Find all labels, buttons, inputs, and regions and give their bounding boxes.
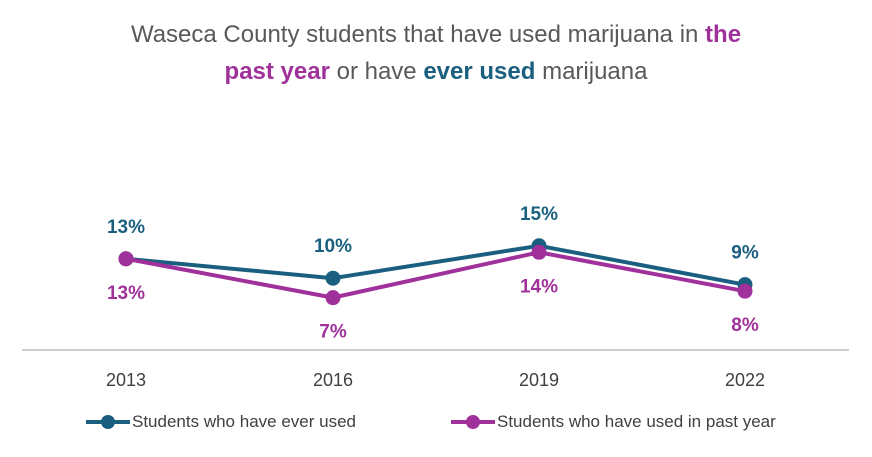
legend-label-ever-used: Students who have ever used [132, 412, 356, 431]
title-highlight-the: the [705, 21, 742, 48]
legend-swatch-ever-used [86, 415, 130, 429]
legend-label-past-year: Students who have used in past year [497, 412, 776, 431]
plot-area: 2013 2016 2019 2022 13% 10% 15% 9% 13% 7% 14% 8% [22, 204, 849, 390]
x-tick-label-2022: 2022 [725, 370, 765, 390]
data-label-ever-2016: 10% [314, 236, 352, 257]
data-point-past-2019 [531, 244, 547, 260]
title-highlight-ever-used: ever used [423, 58, 536, 85]
legend-item-past-year: Students who have used in past year [451, 412, 776, 432]
legend-marker-past-year [466, 415, 480, 429]
series-line-past [124, 250, 747, 300]
title-highlight-past-year: past year [224, 58, 330, 85]
data-point-past-2022 [737, 283, 753, 299]
data-label-ever-2019: 15% [520, 204, 558, 225]
data-point-past-2013 [118, 251, 134, 267]
data-label-ever-2013: 13% [107, 217, 145, 238]
data-label-past-2019: 14% [520, 276, 558, 297]
x-tick-label-2016: 2016 [313, 370, 353, 390]
legend-item-ever-used: Students who have ever used [86, 412, 356, 432]
legend-marker-ever-used [101, 415, 115, 429]
x-tick-label-2019: 2019 [519, 370, 559, 390]
x-tick-label-2013: 2013 [106, 370, 146, 390]
title-text-mid: or have [329, 58, 424, 85]
series-line-ever [124, 243, 747, 287]
chart-title-line-1: Waseca County students that have used ma… [0, 18, 872, 52]
legend-swatch-past-year [451, 415, 495, 429]
title-text-prefix: Waseca County students that have used ma… [130, 21, 706, 48]
data-label-past-2016: 7% [319, 322, 347, 343]
data-label-past-2022: 8% [731, 315, 759, 336]
legend: Students who have ever used Students who… [0, 412, 872, 442]
data-label-ever-2022: 9% [731, 243, 759, 264]
data-label-past-2013: 13% [107, 283, 145, 304]
data-point-past-2016 [325, 290, 341, 306]
title-text-suffix: marijuana [535, 58, 648, 85]
data-point-ever-2016 [325, 270, 341, 286]
chart-title-line-2: past year or have ever used marijuana [0, 55, 872, 89]
